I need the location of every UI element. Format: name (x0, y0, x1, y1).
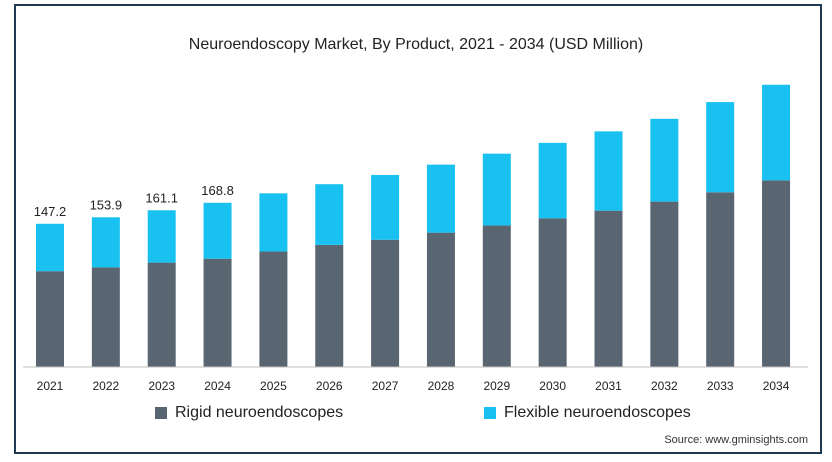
x-tick-2031: 2031 (595, 379, 622, 393)
bar-flexible-2027 (371, 174, 400, 240)
bar-rigid-2026 (315, 244, 344, 367)
chart-title: Neuroendoscopy Market, By Product, 2021 … (188, 36, 644, 53)
bar-rigid-2033 (706, 192, 735, 367)
x-tick-2026: 2026 (316, 379, 343, 393)
x-tick-2022: 2022 (92, 379, 119, 393)
legend-swatch-rigid (155, 407, 167, 419)
bar-flexible-2030 (538, 142, 567, 219)
legend-item-rigid: Rigid neuroendoscopes (155, 404, 343, 422)
legend: Rigid neuroendoscopes Flexible neuroendo… (0, 404, 832, 428)
bar-rigid-2034 (762, 180, 791, 367)
x-tick-2024: 2024 (204, 379, 231, 393)
x-tick-2021: 2021 (37, 379, 64, 393)
x-tick-2025: 2025 (260, 379, 287, 393)
bar-flexible-2024 (203, 202, 232, 259)
bar-flexible-2026 (315, 184, 344, 245)
bar-flexible-2032 (650, 118, 679, 202)
x-tick-labels: 2021 2022 2023 2024 2025 2026 2027 2028 2029 2030… (37, 379, 790, 393)
bar-flexible-2023 (147, 210, 176, 263)
bar-rigid-2027 (371, 239, 400, 367)
bar-flexible-2033 (706, 102, 735, 193)
source-note: Source: www.gminsights.com (664, 434, 808, 446)
bars-group (36, 84, 791, 367)
x-tick-2034: 2034 (763, 379, 790, 393)
bar-flexible-2021 (36, 223, 64, 272)
bar-flexible-2029 (482, 153, 511, 226)
bar-flexible-2031 (594, 131, 623, 211)
legend-label-flexible: Flexible neuroendoscopes (504, 404, 691, 421)
x-tick-2028: 2028 (428, 379, 455, 393)
bar-flexible-2022 (91, 217, 120, 268)
bar-rigid-2023 (147, 262, 176, 367)
bar-rigid-2022 (91, 267, 120, 367)
x-tick-2033: 2033 (707, 379, 734, 393)
x-tick-2027: 2027 (372, 379, 399, 393)
bar-flexible-2028 (426, 164, 455, 233)
bar-rigid-2024 (203, 258, 232, 367)
bar-rigid-2025 (259, 251, 288, 367)
bar-rigid-2028 (426, 232, 455, 367)
bar-flexible-2025 (259, 193, 288, 252)
x-tick-2023: 2023 (148, 379, 175, 393)
data-label-2022: 153.9 (90, 197, 123, 212)
legend-label-rigid: Rigid neuroendoscopes (175, 404, 344, 421)
data-labels: 147.2 153.9 161.1 168.8 (34, 183, 234, 219)
bar-rigid-2030 (538, 218, 567, 367)
legend-item-flexible: Flexible neuroendoscopes (484, 404, 691, 422)
x-tick-2032: 2032 (651, 379, 678, 393)
bar-chart: 2021 2022 2023 2024 2025 2026 2027 2028 2029 2030… (23, 84, 808, 393)
bar-rigid-2021 (36, 271, 64, 367)
data-label-2023: 161.1 (145, 190, 178, 205)
x-tick-2030: 2030 (539, 379, 566, 393)
data-label-2021: 147.2 (34, 204, 67, 219)
bar-rigid-2029 (482, 225, 511, 367)
bar-flexible-2034 (762, 84, 791, 181)
x-tick-2029: 2029 (483, 379, 510, 393)
bar-rigid-2032 (650, 201, 679, 367)
legend-swatch-flexible (484, 407, 496, 419)
data-label-2024: 168.8 (201, 183, 234, 198)
bar-rigid-2031 (594, 210, 623, 367)
